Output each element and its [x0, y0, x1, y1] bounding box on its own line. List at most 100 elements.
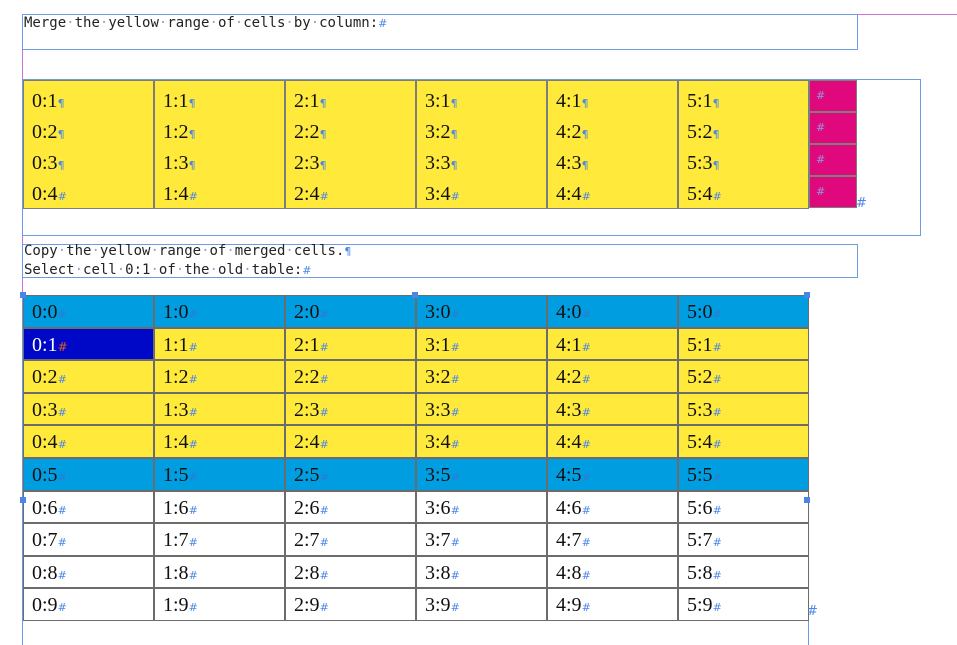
table2-cell[interactable]: 0:0# [23, 295, 154, 328]
table2-cell[interactable]: 3:9# [416, 588, 547, 621]
table2-cell[interactable]: 0:5# [23, 457, 154, 491]
table2-cell[interactable]: 3:0# [416, 295, 547, 328]
text-frame-caption2[interactable] [22, 244, 858, 278]
table2-cell[interactable]: 3:3# [416, 392, 547, 426]
table2-cell[interactable]: 0:2# [23, 360, 154, 393]
table1-pink-cell[interactable]: # [809, 176, 857, 208]
table2-cell[interactable]: 5:9# [678, 588, 809, 621]
end-mark: # [581, 308, 591, 321]
table2-cell[interactable]: 2:7# [285, 523, 416, 556]
table-frame-merge[interactable] [22, 79, 921, 236]
table2-cell[interactable]: 5:4# [678, 425, 809, 458]
table2-cell[interactable]: 2:4# [285, 425, 416, 458]
table2-cell[interactable]: 3:4# [416, 425, 547, 458]
table1-cell-col-2[interactable]: 2:1¶ 2:2¶ 2:3¶ 2:4# [285, 80, 416, 209]
selected-cell[interactable]: 0:1# [23, 327, 154, 361]
table2-cell[interactable]: 2:8# [285, 555, 416, 589]
table2-cell[interactable]: 0:9# [23, 588, 154, 621]
table2-cell[interactable]: 4:9# [547, 588, 678, 621]
cell-text: 3:3 [425, 152, 451, 174]
table2-cell[interactable]: 1:5# [154, 457, 285, 491]
table2-cell[interactable]: 4:3# [547, 392, 678, 426]
table2-cell[interactable]: 0:3# [23, 392, 154, 426]
table1-pink-cell[interactable]: # [809, 112, 857, 144]
table1-cell-col-1[interactable]: 1:1¶ 1:2¶ 1:3¶ 1:4# [154, 80, 285, 209]
table2-cell[interactable]: 4:2# [547, 360, 678, 393]
end-mark: # [450, 340, 460, 354]
table2-cell[interactable]: 2:2# [285, 360, 416, 393]
table2-cell[interactable]: 3:5# [416, 457, 547, 491]
end-mark: # [712, 438, 722, 452]
cell-text: 4:9 [556, 594, 582, 617]
table1-end-mark: # [856, 196, 867, 211]
table1-cell-col-3[interactable]: 3:1¶ 3:2¶ 3:3¶ 3:4# [416, 80, 547, 209]
table2-cell[interactable]: 4:6# [547, 490, 678, 524]
table1-pink-cell[interactable]: # [809, 144, 857, 176]
cell-text: 2:2 [294, 121, 320, 143]
table2-cell[interactable]: 1:1# [154, 327, 285, 361]
end-mark: # [188, 190, 198, 203]
table2-cell[interactable]: 4:8# [547, 555, 678, 589]
selection-handle-top-right[interactable] [804, 292, 810, 298]
table2-cell[interactable]: 0:8# [23, 555, 154, 589]
table2-cell[interactable]: 1:8# [154, 555, 285, 589]
cell-text: 1:9 [163, 594, 189, 617]
cell-text: 2:9 [294, 594, 320, 617]
table2-cell[interactable]: 5:7# [678, 523, 809, 556]
text-frame-caption1[interactable] [22, 14, 858, 50]
table2-cell[interactable]: 1:9# [154, 588, 285, 621]
end-mark: # [450, 568, 460, 582]
table2-cell[interactable]: 5:2# [678, 360, 809, 393]
table2-cell[interactable]: 1:0# [154, 295, 285, 328]
table2-cell[interactable]: 2:6# [285, 490, 416, 524]
selection-handle-top-left[interactable] [20, 292, 26, 298]
table2-cell[interactable]: 4:1# [547, 327, 678, 361]
selection-handle-bottom-left[interactable] [20, 497, 26, 503]
selection-handle-top-middle[interactable] [412, 292, 418, 298]
table2-cell[interactable]: 5:0# [678, 295, 809, 328]
table2-cell[interactable]: 2:9# [285, 588, 416, 621]
table2-cell[interactable]: 5:5# [678, 457, 809, 491]
selection-handle-bottom-right[interactable] [804, 497, 810, 503]
table2-cell[interactable]: 2:0# [285, 295, 416, 328]
table2-cell[interactable]: 4:4# [547, 425, 678, 458]
caption-word: cells. [293, 243, 345, 259]
cell-line: 4:3¶ [556, 149, 677, 180]
table1-cell-col-4[interactable]: 4:1¶ 4:2¶ 4:3¶ 4:4# [547, 80, 678, 209]
table2-cell[interactable]: 2:1# [285, 327, 416, 361]
table2-cell[interactable]: 2:3# [285, 392, 416, 426]
table2-cell[interactable]: 1:4# [154, 425, 285, 458]
end-mark: # [712, 405, 722, 419]
table2-cell[interactable]: 5:8# [678, 555, 809, 589]
table2-cell[interactable]: 3:1# [416, 327, 547, 361]
table2-cell[interactable]: 3:8# [416, 555, 547, 589]
table2-cell[interactable]: 0:4# [23, 425, 154, 458]
table2-cell[interactable]: 0:6# [23, 490, 154, 524]
cell-text: 2:0 [294, 301, 320, 323]
table2-cell[interactable]: 1:7# [154, 523, 285, 556]
table2-cell[interactable]: 2:5# [285, 457, 416, 491]
table2-cell[interactable]: 1:6# [154, 490, 285, 524]
table2-cell[interactable]: 4:0# [547, 295, 678, 328]
copy-table[interactable]: 0:0# 1:0# 2:0# 3:0# 4:0# 5:0# 0:1# 1:1# 2:1# 3:1#… [23, 295, 809, 621]
table2-cell[interactable]: 4:7# [547, 523, 678, 556]
table1-pink-cell[interactable]: # [809, 80, 857, 112]
table2-cell[interactable]: 5:3# [678, 392, 809, 426]
table2-cell[interactable]: 1:2# [154, 360, 285, 393]
table2-cell[interactable]: 4:5# [547, 457, 678, 491]
merge-table[interactable]: 0:1¶ 0:2¶ 0:3¶ 0:4# 1:1¶ 1:2¶ 1:3¶ 1:4# 2:1¶ 2:2¶… [23, 80, 857, 209]
end-mark: # [816, 185, 826, 198]
table2-cell[interactable]: 3:6# [416, 490, 547, 524]
table2-cell[interactable]: 5:1# [678, 327, 809, 361]
cell-text: 0:9 [32, 594, 58, 617]
table2-cell[interactable]: 5:6# [678, 490, 809, 524]
cell-text: 2:8 [294, 561, 320, 584]
caption-word: Copy [24, 243, 58, 259]
table1-cell-col-0[interactable]: 0:1¶ 0:2¶ 0:3¶ 0:4# [23, 80, 154, 209]
table2-cell[interactable]: 0:7# [23, 523, 154, 556]
table2-cell[interactable]: 3:7# [416, 523, 547, 556]
table1-cell-col-5[interactable]: 5:1¶ 5:2¶ 5:3¶ 5:4# [678, 80, 809, 209]
table2-cell[interactable]: 1:3# [154, 392, 285, 426]
table2-cell[interactable]: 3:2# [416, 360, 547, 393]
cell-text: 5:7 [687, 529, 713, 552]
